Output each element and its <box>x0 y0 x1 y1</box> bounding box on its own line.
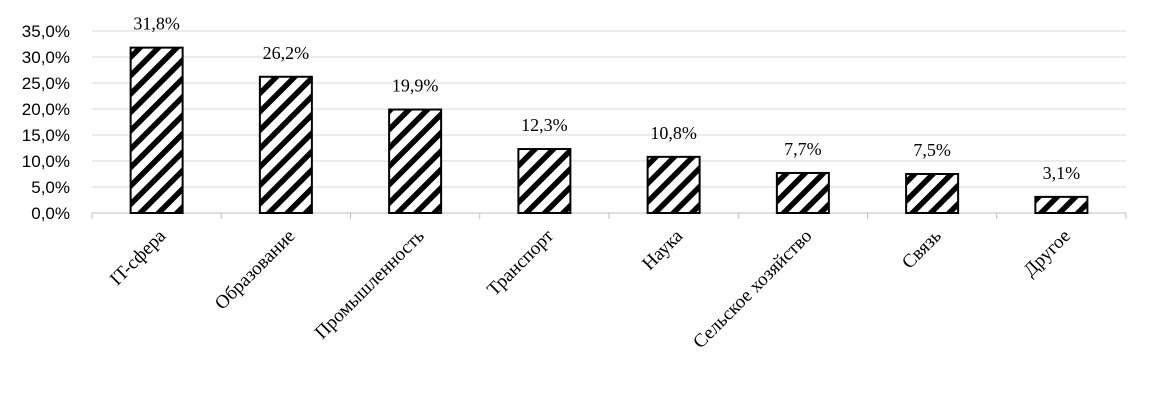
y-tick-label: 20,0% <box>22 100 70 119</box>
bar <box>129 46 184 214</box>
y-tick-label: 10,0% <box>22 152 70 171</box>
y-tick-label: 30,0% <box>22 48 70 67</box>
data-label: 7,5% <box>913 140 951 160</box>
data-label: 19,9% <box>392 76 439 96</box>
data-label: 7,7% <box>784 139 822 159</box>
bar <box>775 171 830 215</box>
data-label: 26,2% <box>263 43 310 63</box>
bar <box>258 75 313 215</box>
y-tick-label: 15,0% <box>22 126 70 145</box>
category-label: Транспорт <box>483 225 558 300</box>
category-label: Промышленность <box>311 225 429 343</box>
category-label: Другое <box>1020 226 1075 281</box>
data-label: 10,8% <box>650 123 697 143</box>
bars <box>129 46 1089 215</box>
category-label: Наука <box>638 225 687 274</box>
category-label: Сельское хозяйство <box>689 226 816 353</box>
y-tick-label: 5,0% <box>31 178 70 197</box>
y-tick-label: 25,0% <box>22 74 70 93</box>
y-tick-label: 35,0% <box>22 22 70 41</box>
data-label: 31,8% <box>133 14 180 34</box>
data-label: 12,3% <box>521 115 568 135</box>
y-axis-tick-labels: 0,0% 5,0% 10,0% 15,0% 20,0% 25,0% 30,0% 35,0% <box>22 22 70 223</box>
category-label: IT-сфера <box>106 225 171 290</box>
gridlines <box>91 30 1127 219</box>
category-label: Связь <box>898 225 946 273</box>
data-label: 3,1% <box>1043 163 1081 183</box>
bar <box>646 155 701 214</box>
category-labels: IT-сфера Образование Промышленность Транспо… <box>106 225 1075 353</box>
bar <box>388 108 443 214</box>
bar <box>905 173 960 214</box>
category-label: Образование <box>211 226 299 314</box>
bar <box>517 148 572 214</box>
y-tick-label: 0,0% <box>31 204 70 223</box>
data-labels: 31,8% 26,2% 19,9% 12,3% 10,8% 7,7% 7,5% 3,1% <box>133 14 1080 183</box>
bar <box>1034 195 1089 215</box>
